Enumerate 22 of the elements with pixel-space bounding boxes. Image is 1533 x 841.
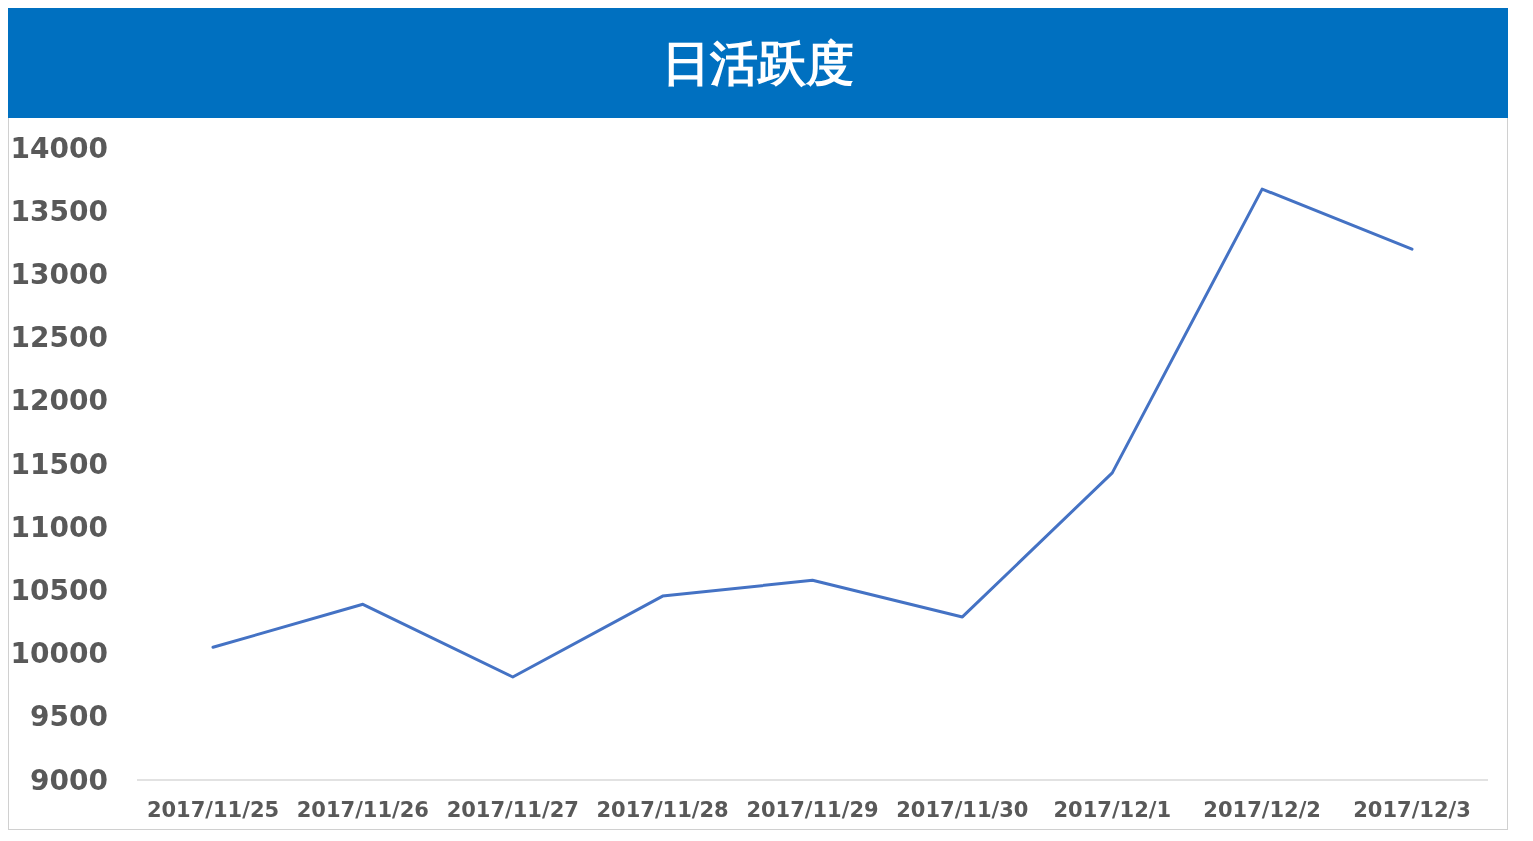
y-tick-label: 11000 (10, 510, 108, 544)
y-tick-label: 11500 (10, 447, 108, 481)
x-tick-label: 2017/11/29 (746, 798, 879, 822)
y-tick-label: 14000 (10, 131, 108, 165)
y-tick-label: 12000 (10, 384, 108, 418)
y-tick-label: 10000 (10, 637, 108, 671)
y-tick-label: 10500 (10, 573, 108, 607)
x-tick-label: 2017/11/27 (446, 798, 579, 822)
y-tick-label: 13000 (10, 257, 108, 291)
x-tick-label: 2017/12/1 (1053, 798, 1172, 822)
y-tick-label: 12500 (10, 321, 108, 355)
y-tick-label: 13500 (10, 194, 108, 228)
x-tick-label: 2017/11/25 (146, 798, 280, 822)
x-tick-label: 2017/12/3 (1353, 798, 1471, 822)
y-tick-label: 9500 (30, 700, 108, 734)
y-tick-label: 9000 (30, 763, 108, 797)
x-tick-label: 2017/11/30 (896, 798, 1029, 822)
x-tick-label: 2017/11/26 (296, 798, 429, 822)
x-tick-label: 2017/12/2 (1203, 798, 1321, 822)
chart-title: 日活跃度 (662, 35, 854, 91)
x-tick-label: 2017/11/28 (596, 798, 729, 822)
line-series (211, 187, 1414, 679)
